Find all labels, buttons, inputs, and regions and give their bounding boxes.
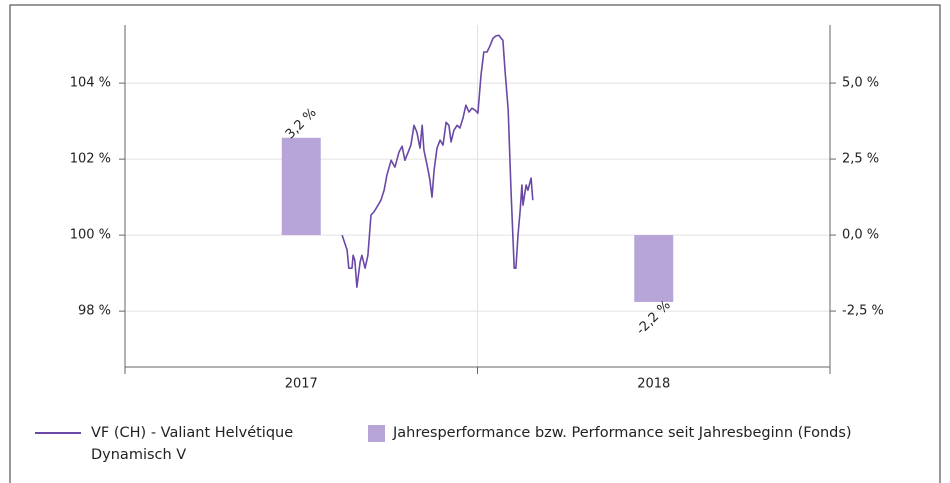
y2-tick-label: 0,0 % xyxy=(842,228,879,243)
data-label: 3,2 % xyxy=(283,105,320,142)
line xyxy=(341,34,534,288)
legend-label: VF (CH) - Valiant Helvétique Dynamisch V xyxy=(91,425,294,463)
y-tick-label: 102 % xyxy=(70,152,111,167)
x-tick-label: 2018 xyxy=(637,377,670,392)
legend-swatch xyxy=(368,425,385,442)
x-tick-label: 2017 xyxy=(285,377,318,392)
frame xyxy=(9,4,941,483)
y2-tick-label: -2,5 % xyxy=(842,304,884,319)
data-label: -2,2 % xyxy=(634,298,674,338)
y2-tick-label: 5,0 % xyxy=(842,76,879,91)
legend-swatch xyxy=(35,432,81,434)
y-tick-label: 100 % xyxy=(70,228,111,243)
bar xyxy=(281,137,321,236)
y-tick-label: 104 % xyxy=(70,76,111,91)
bar xyxy=(634,235,674,302)
legend-item: Jahresperformance bzw. Performance seit … xyxy=(368,422,852,444)
y2-tick-label: 2,5 % xyxy=(842,152,879,167)
legend-label: Jahresperformance bzw. Performance seit … xyxy=(393,425,852,441)
legend-item: VF (CH) - Valiant Helvétique Dynamisch V xyxy=(35,422,335,466)
y-tick-label: 98 % xyxy=(78,304,111,319)
